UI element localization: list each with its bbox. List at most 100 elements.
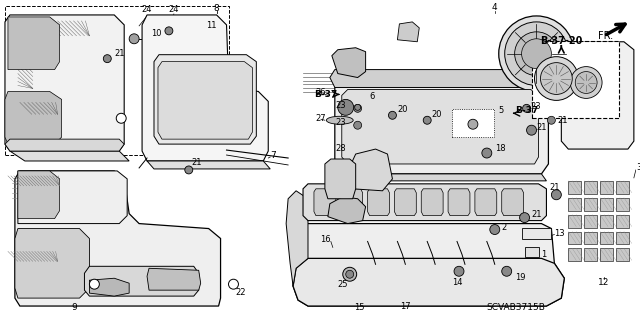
Polygon shape	[90, 278, 129, 296]
Text: FR.: FR.	[598, 31, 613, 41]
Circle shape	[338, 100, 354, 115]
Text: 10: 10	[151, 29, 161, 38]
Text: 11: 11	[205, 21, 216, 30]
Text: 21: 21	[192, 159, 202, 167]
Polygon shape	[335, 78, 548, 174]
Bar	[584, 249, 597, 261]
Circle shape	[129, 34, 139, 44]
Polygon shape	[330, 70, 541, 87]
Polygon shape	[303, 184, 547, 221]
Bar	[616, 232, 629, 244]
Bar	[532, 41, 619, 118]
Text: 12: 12	[598, 278, 610, 287]
Text: 21: 21	[549, 183, 559, 192]
Circle shape	[547, 116, 556, 124]
Circle shape	[354, 104, 362, 112]
Circle shape	[343, 267, 356, 281]
Text: 26: 26	[316, 88, 326, 97]
Circle shape	[490, 225, 500, 234]
Polygon shape	[10, 151, 129, 161]
Polygon shape	[158, 62, 252, 139]
Circle shape	[523, 104, 531, 112]
Text: 15: 15	[355, 302, 365, 312]
Text: B-37: B-37	[314, 90, 338, 99]
Polygon shape	[15, 171, 221, 306]
Polygon shape	[147, 268, 201, 290]
Circle shape	[527, 125, 536, 135]
Text: 5: 5	[499, 106, 504, 115]
Text: 21: 21	[536, 123, 547, 132]
Text: 1: 1	[541, 250, 547, 259]
Text: 16: 16	[320, 235, 331, 244]
Polygon shape	[18, 171, 127, 224]
Text: 13: 13	[554, 229, 565, 238]
Text: B-37: B-37	[515, 106, 538, 115]
Circle shape	[454, 266, 464, 276]
Bar	[600, 232, 613, 244]
Text: 7: 7	[270, 151, 276, 160]
Polygon shape	[293, 224, 564, 306]
Bar	[616, 181, 629, 194]
Bar	[616, 249, 629, 261]
Circle shape	[505, 22, 568, 85]
Circle shape	[116, 113, 126, 123]
Circle shape	[534, 57, 578, 100]
Polygon shape	[84, 266, 198, 296]
Polygon shape	[5, 92, 61, 144]
Text: 21: 21	[115, 49, 125, 58]
Circle shape	[552, 190, 561, 200]
Polygon shape	[349, 149, 392, 191]
Polygon shape	[154, 55, 257, 144]
Text: 25: 25	[337, 280, 348, 289]
Circle shape	[515, 32, 558, 76]
Bar	[616, 215, 629, 227]
Text: 18: 18	[495, 144, 506, 152]
Text: 3: 3	[636, 163, 640, 173]
Bar	[584, 232, 597, 244]
Circle shape	[423, 116, 431, 124]
Bar	[616, 198, 629, 211]
Polygon shape	[394, 189, 416, 216]
Polygon shape	[502, 189, 524, 216]
Polygon shape	[367, 189, 390, 216]
Bar	[568, 215, 581, 227]
Circle shape	[90, 279, 99, 289]
Polygon shape	[342, 89, 538, 164]
Bar	[568, 232, 581, 244]
Polygon shape	[448, 189, 470, 216]
Circle shape	[575, 71, 597, 93]
Text: SCVAB3715B: SCVAB3715B	[487, 302, 546, 312]
Bar	[568, 181, 581, 194]
Bar	[584, 181, 597, 194]
Text: 20: 20	[431, 110, 442, 119]
Polygon shape	[15, 228, 90, 298]
Polygon shape	[293, 258, 564, 306]
Circle shape	[103, 55, 111, 63]
Polygon shape	[421, 189, 443, 216]
Polygon shape	[5, 139, 124, 151]
Polygon shape	[397, 22, 419, 42]
Polygon shape	[343, 174, 547, 181]
Circle shape	[346, 270, 354, 278]
Text: 24: 24	[142, 5, 152, 14]
Polygon shape	[325, 159, 356, 199]
Bar	[584, 215, 597, 227]
Circle shape	[468, 119, 478, 129]
Text: 23: 23	[335, 118, 346, 127]
Polygon shape	[18, 171, 60, 219]
Circle shape	[570, 67, 602, 98]
Ellipse shape	[326, 116, 353, 124]
Circle shape	[499, 16, 574, 92]
Polygon shape	[561, 42, 634, 149]
Text: 6: 6	[369, 92, 375, 101]
Text: B-37-20: B-37-20	[540, 36, 582, 46]
Bar	[600, 198, 613, 211]
Circle shape	[520, 213, 529, 223]
Text: 28: 28	[335, 144, 346, 152]
Text: 14: 14	[452, 278, 462, 287]
Text: 27: 27	[316, 114, 326, 123]
Bar	[600, 215, 613, 227]
Bar	[525, 248, 540, 257]
Polygon shape	[340, 189, 363, 216]
Text: 21: 21	[532, 210, 542, 219]
